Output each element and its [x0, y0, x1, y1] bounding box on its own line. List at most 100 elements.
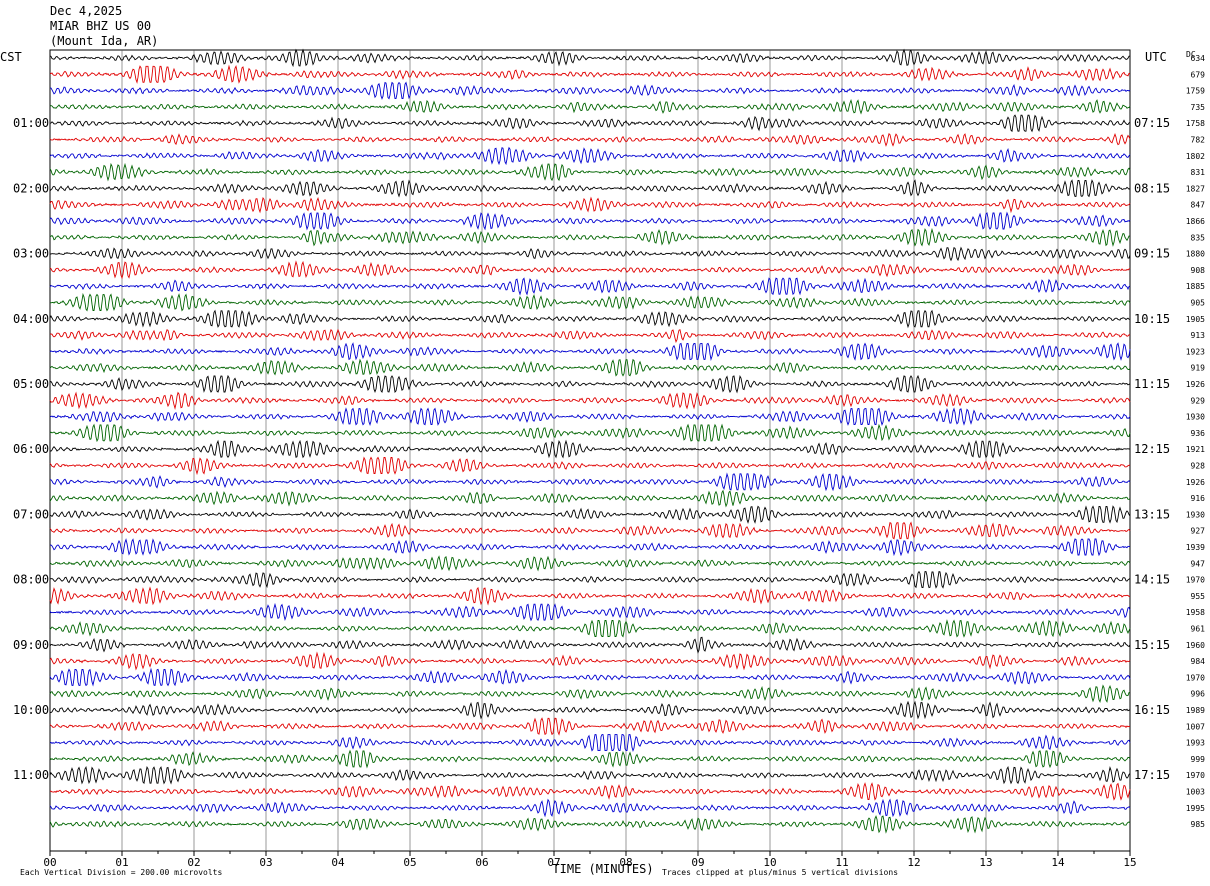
seismic-trace — [49, 602, 1131, 622]
seismic-trace — [49, 391, 1131, 410]
seismic-trace — [50, 472, 1131, 492]
seismic-trace — [49, 196, 1131, 214]
seismic-trace — [49, 570, 1131, 589]
dc-offset-label: 1802 — [1186, 152, 1205, 161]
seismic-trace — [49, 179, 1131, 198]
seismic-trace — [49, 619, 1131, 638]
right-hour-label: 10:15 — [1134, 312, 1170, 326]
seismic-trace — [49, 439, 1131, 459]
dc-offset-label: 782 — [1191, 136, 1206, 145]
x-tick-label: 00 — [43, 856, 56, 869]
left-hour-label: 05:00 — [13, 377, 49, 391]
dc-offset-label: 835 — [1191, 233, 1206, 242]
seismic-trace — [49, 81, 1131, 100]
seismic-trace — [49, 246, 1131, 262]
dc-offset-label: 1003 — [1186, 788, 1205, 797]
x-tick-label: 02 — [187, 856, 200, 869]
dc-offset-label: 679 — [1191, 70, 1206, 79]
clipping-note: Traces clipped at plus/minus 5 vertical … — [662, 868, 898, 877]
dc-offset-label: 1926 — [1186, 380, 1205, 389]
seismic-trace — [49, 64, 1131, 84]
seismic-trace — [49, 277, 1131, 296]
right-hour-label: 08:15 — [1134, 181, 1170, 195]
x-tick-label: 04 — [331, 856, 345, 869]
dc-offset-label: 1930 — [1186, 413, 1205, 422]
seismic-trace — [49, 684, 1130, 703]
seismic-trace — [49, 114, 1131, 133]
x-tick-label: 09 — [691, 856, 704, 869]
x-tick-label: 10 — [763, 856, 776, 869]
dc-offset-label: 1866 — [1186, 217, 1205, 226]
left-hour-label: 11:00 — [13, 768, 49, 782]
x-tick-label: 12 — [907, 856, 920, 869]
right-hour-label: 13:15 — [1134, 507, 1170, 521]
x-tick-label: 07 — [547, 856, 560, 869]
x-tick-label: 05 — [403, 856, 416, 869]
dc-offset-label: 1960 — [1186, 641, 1205, 650]
dc-offset-label: 1970 — [1186, 673, 1205, 682]
right-hour-label: 12:15 — [1134, 442, 1170, 456]
dc-offset-label: 913 — [1191, 331, 1206, 340]
seismic-trace — [49, 815, 1131, 834]
seismic-trace — [49, 521, 1131, 540]
left-timezone-label: CST — [0, 50, 22, 64]
dc-offset-label: 984 — [1191, 657, 1206, 666]
seismic-trace — [49, 651, 1131, 671]
dc-offset-label: 831 — [1191, 168, 1206, 177]
seismic-trace — [49, 146, 1131, 166]
seismic-trace — [49, 700, 1131, 720]
dc-offset-label: 996 — [1191, 690, 1206, 699]
seismic-trace — [49, 782, 1131, 801]
dc-offset-label: 1993 — [1186, 739, 1205, 748]
seismic-trace — [49, 358, 1131, 377]
left-hour-label: 09:00 — [13, 638, 49, 652]
plot-date: Dec 4,2025 — [50, 4, 123, 18]
dc-offset-label: 634 — [1191, 54, 1206, 63]
dc-offset-label: 1921 — [1186, 445, 1205, 454]
seismic-trace — [49, 636, 1131, 654]
dc-offset-label: 1989 — [1186, 706, 1205, 715]
dc-offset-label: 735 — [1191, 103, 1206, 112]
seismic-trace — [49, 667, 1131, 687]
right-hour-label: 17:15 — [1134, 768, 1170, 782]
seismic-trace — [49, 162, 1131, 182]
dc-offset-label: 1759 — [1186, 87, 1205, 96]
dc-offset-label: 908 — [1191, 266, 1206, 275]
left-hour-label: 04:00 — [13, 312, 49, 326]
dc-offset-label: 936 — [1191, 429, 1206, 438]
seismic-trace — [49, 374, 1131, 394]
left-hour-label: 03:00 — [13, 247, 49, 261]
x-tick-label: 14 — [1051, 856, 1065, 869]
right-hour-label: 14:15 — [1134, 573, 1170, 587]
dc-offset-label: 928 — [1191, 462, 1206, 471]
seismic-trace — [49, 211, 1131, 231]
dc-offset-label: 1007 — [1186, 722, 1205, 731]
x-axis-title: TIME (MINUTES) — [552, 862, 653, 876]
dc-offset-label: 1905 — [1186, 315, 1205, 324]
left-hour-label: 01:00 — [13, 116, 49, 130]
seismic-trace — [49, 133, 1131, 147]
seismic-trace — [49, 227, 1131, 247]
left-hour-label: 07:00 — [13, 507, 49, 521]
dc-offset-label: 1930 — [1186, 510, 1205, 519]
dc-offset-label: 1880 — [1186, 250, 1205, 259]
x-tick-label: 13 — [979, 856, 992, 869]
right-hour-label: 09:15 — [1134, 247, 1170, 261]
dc-offset-label: 1827 — [1186, 184, 1205, 193]
dc-offset-label: 999 — [1191, 755, 1206, 764]
x-tick-label: 15 — [1123, 856, 1136, 869]
dc-offset-label: 1970 — [1186, 771, 1205, 780]
seismic-trace — [49, 98, 1131, 115]
right-hour-label: 15:15 — [1134, 638, 1170, 652]
dc-offset-label: 1923 — [1186, 347, 1205, 356]
dc-offset-label: 1939 — [1186, 543, 1205, 552]
seismic-trace — [49, 538, 1131, 557]
dc-offset-label: 1958 — [1186, 608, 1205, 617]
seismic-trace — [49, 489, 1131, 508]
station-code: MIAR BHZ US 00 — [50, 19, 152, 33]
right-hour-label: 16:15 — [1134, 703, 1170, 717]
dc-offset-label: 927 — [1191, 527, 1206, 536]
dc-offset-label: 916 — [1191, 494, 1206, 503]
x-tick-label: 08 — [619, 856, 632, 869]
